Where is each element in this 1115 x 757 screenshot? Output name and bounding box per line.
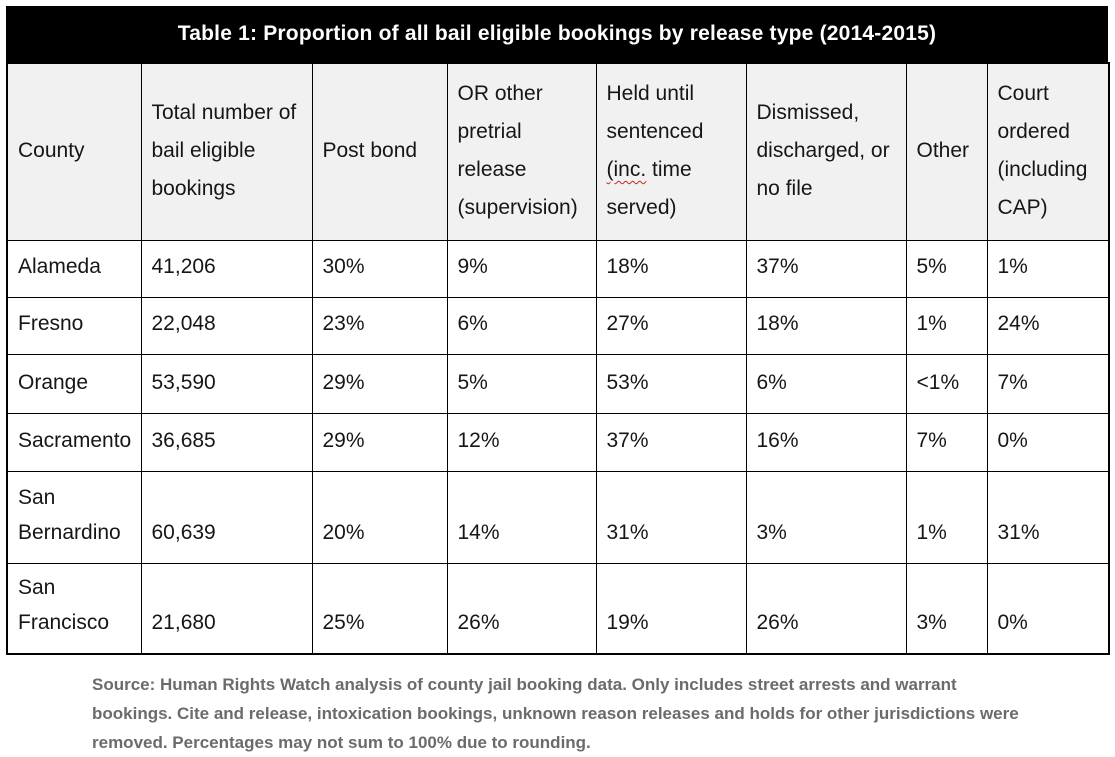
cell-held: 27%: [595, 296, 747, 355]
cell-total: 22,048: [140, 296, 313, 355]
header-cell-post-bond: Post bond: [311, 62, 448, 241]
table-row-alameda: Alameda 41,206 30% 9% 18% 37% 5% 1%: [6, 239, 1110, 298]
cell-county: Sacramento: [6, 412, 142, 472]
cell-or-release: 5%: [446, 353, 597, 414]
cell-total: 36,685: [140, 412, 313, 472]
header-cell-or-pretrial-release: OR other pretrial release (supervision): [446, 62, 597, 241]
cell-dismissed: 16%: [745, 412, 907, 472]
cell-total: 53,590: [140, 353, 313, 414]
cell-other: 5%: [905, 239, 988, 298]
cell-court-ordered: 24%: [986, 296, 1110, 355]
cell-county: Alameda: [6, 239, 142, 298]
cell-other: 1%: [905, 470, 988, 564]
cell-court-ordered: 31%: [986, 470, 1110, 564]
cell-held: 53%: [595, 353, 747, 414]
header-cell-total-bookings: Total number of bail eligible bookings: [140, 62, 313, 241]
cell-post-bond: 30%: [311, 239, 448, 298]
cell-county: San Francisco: [6, 562, 142, 654]
header-row: County Total number of bail eligible boo…: [6, 62, 1110, 241]
cell-post-bond: 25%: [311, 562, 448, 654]
table-title-bar: Table 1: Proportion of all bail eligible…: [6, 6, 1108, 62]
cell-other: 7%: [905, 412, 988, 472]
bail-bookings-table: County Total number of bail eligible boo…: [6, 62, 1110, 655]
cell-held: 37%: [595, 412, 747, 472]
table-row-fresno: Fresno 22,048 23% 6% 27% 18% 1% 24%: [6, 296, 1110, 355]
cell-court-ordered: 0%: [986, 412, 1110, 472]
cell-or-release: 9%: [446, 239, 597, 298]
spellcheck-underlined-word: (inc.: [606, 157, 647, 181]
cell-court-ordered: 0%: [986, 562, 1110, 654]
cell-or-release: 14%: [446, 470, 597, 564]
cell-or-release: 26%: [446, 562, 597, 654]
cell-post-bond: 20%: [311, 470, 448, 564]
header-text-part: time served): [606, 157, 692, 219]
cell-total: 60,639: [140, 470, 313, 564]
cell-other: <1%: [905, 353, 988, 414]
cell-held: 18%: [595, 239, 747, 298]
table-row-san-bernardino: San Bernardino 60,639 20% 14% 31% 3% 1% …: [6, 470, 1110, 564]
cell-held: 19%: [595, 562, 747, 654]
cell-dismissed: 3%: [745, 470, 907, 564]
cell-court-ordered: 7%: [986, 353, 1110, 414]
cell-other: 3%: [905, 562, 988, 654]
cell-dismissed: 18%: [745, 296, 907, 355]
cell-county: Orange: [6, 353, 142, 414]
table-row-orange: Orange 53,590 29% 5% 53% 6% <1% 7%: [6, 353, 1110, 414]
header-text-part: Held until sentenced: [606, 81, 704, 143]
cell-court-ordered: 1%: [986, 239, 1110, 298]
cell-post-bond: 29%: [311, 353, 448, 414]
cell-dismissed: 6%: [745, 353, 907, 414]
header-cell-court-ordered: Court ordered (including CAP): [986, 62, 1110, 241]
cell-other: 1%: [905, 296, 988, 355]
cell-total: 21,680: [140, 562, 313, 654]
table-row-sacramento: Sacramento 36,685 29% 12% 37% 16% 7% 0%: [6, 412, 1110, 472]
cell-county: San Bernardino: [6, 470, 142, 564]
cell-post-bond: 23%: [311, 296, 448, 355]
cell-post-bond: 29%: [311, 412, 448, 472]
cell-dismissed: 37%: [745, 239, 907, 298]
cell-or-release: 12%: [446, 412, 597, 472]
cell-county: Fresno: [6, 296, 142, 355]
header-cell-dismissed: Dismissed, discharged, or no file: [745, 62, 907, 241]
header-cell-other: Other: [905, 62, 988, 241]
table-title: Table 1: Proportion of all bail eligible…: [177, 22, 937, 45]
cell-held: 31%: [595, 470, 747, 564]
cell-or-release: 6%: [446, 296, 597, 355]
cell-total: 41,206: [140, 239, 313, 298]
header-cell-county: County: [6, 62, 142, 241]
source-note: Source: Human Rights Watch analysis of c…: [92, 674, 1019, 752]
cell-dismissed: 26%: [745, 562, 907, 654]
header-cell-held-until-sentenced: Held until sentenced (inc. time served): [595, 62, 747, 241]
table-row-san-francisco: San Francisco 21,680 25% 26% 19% 26% 3% …: [6, 562, 1110, 654]
